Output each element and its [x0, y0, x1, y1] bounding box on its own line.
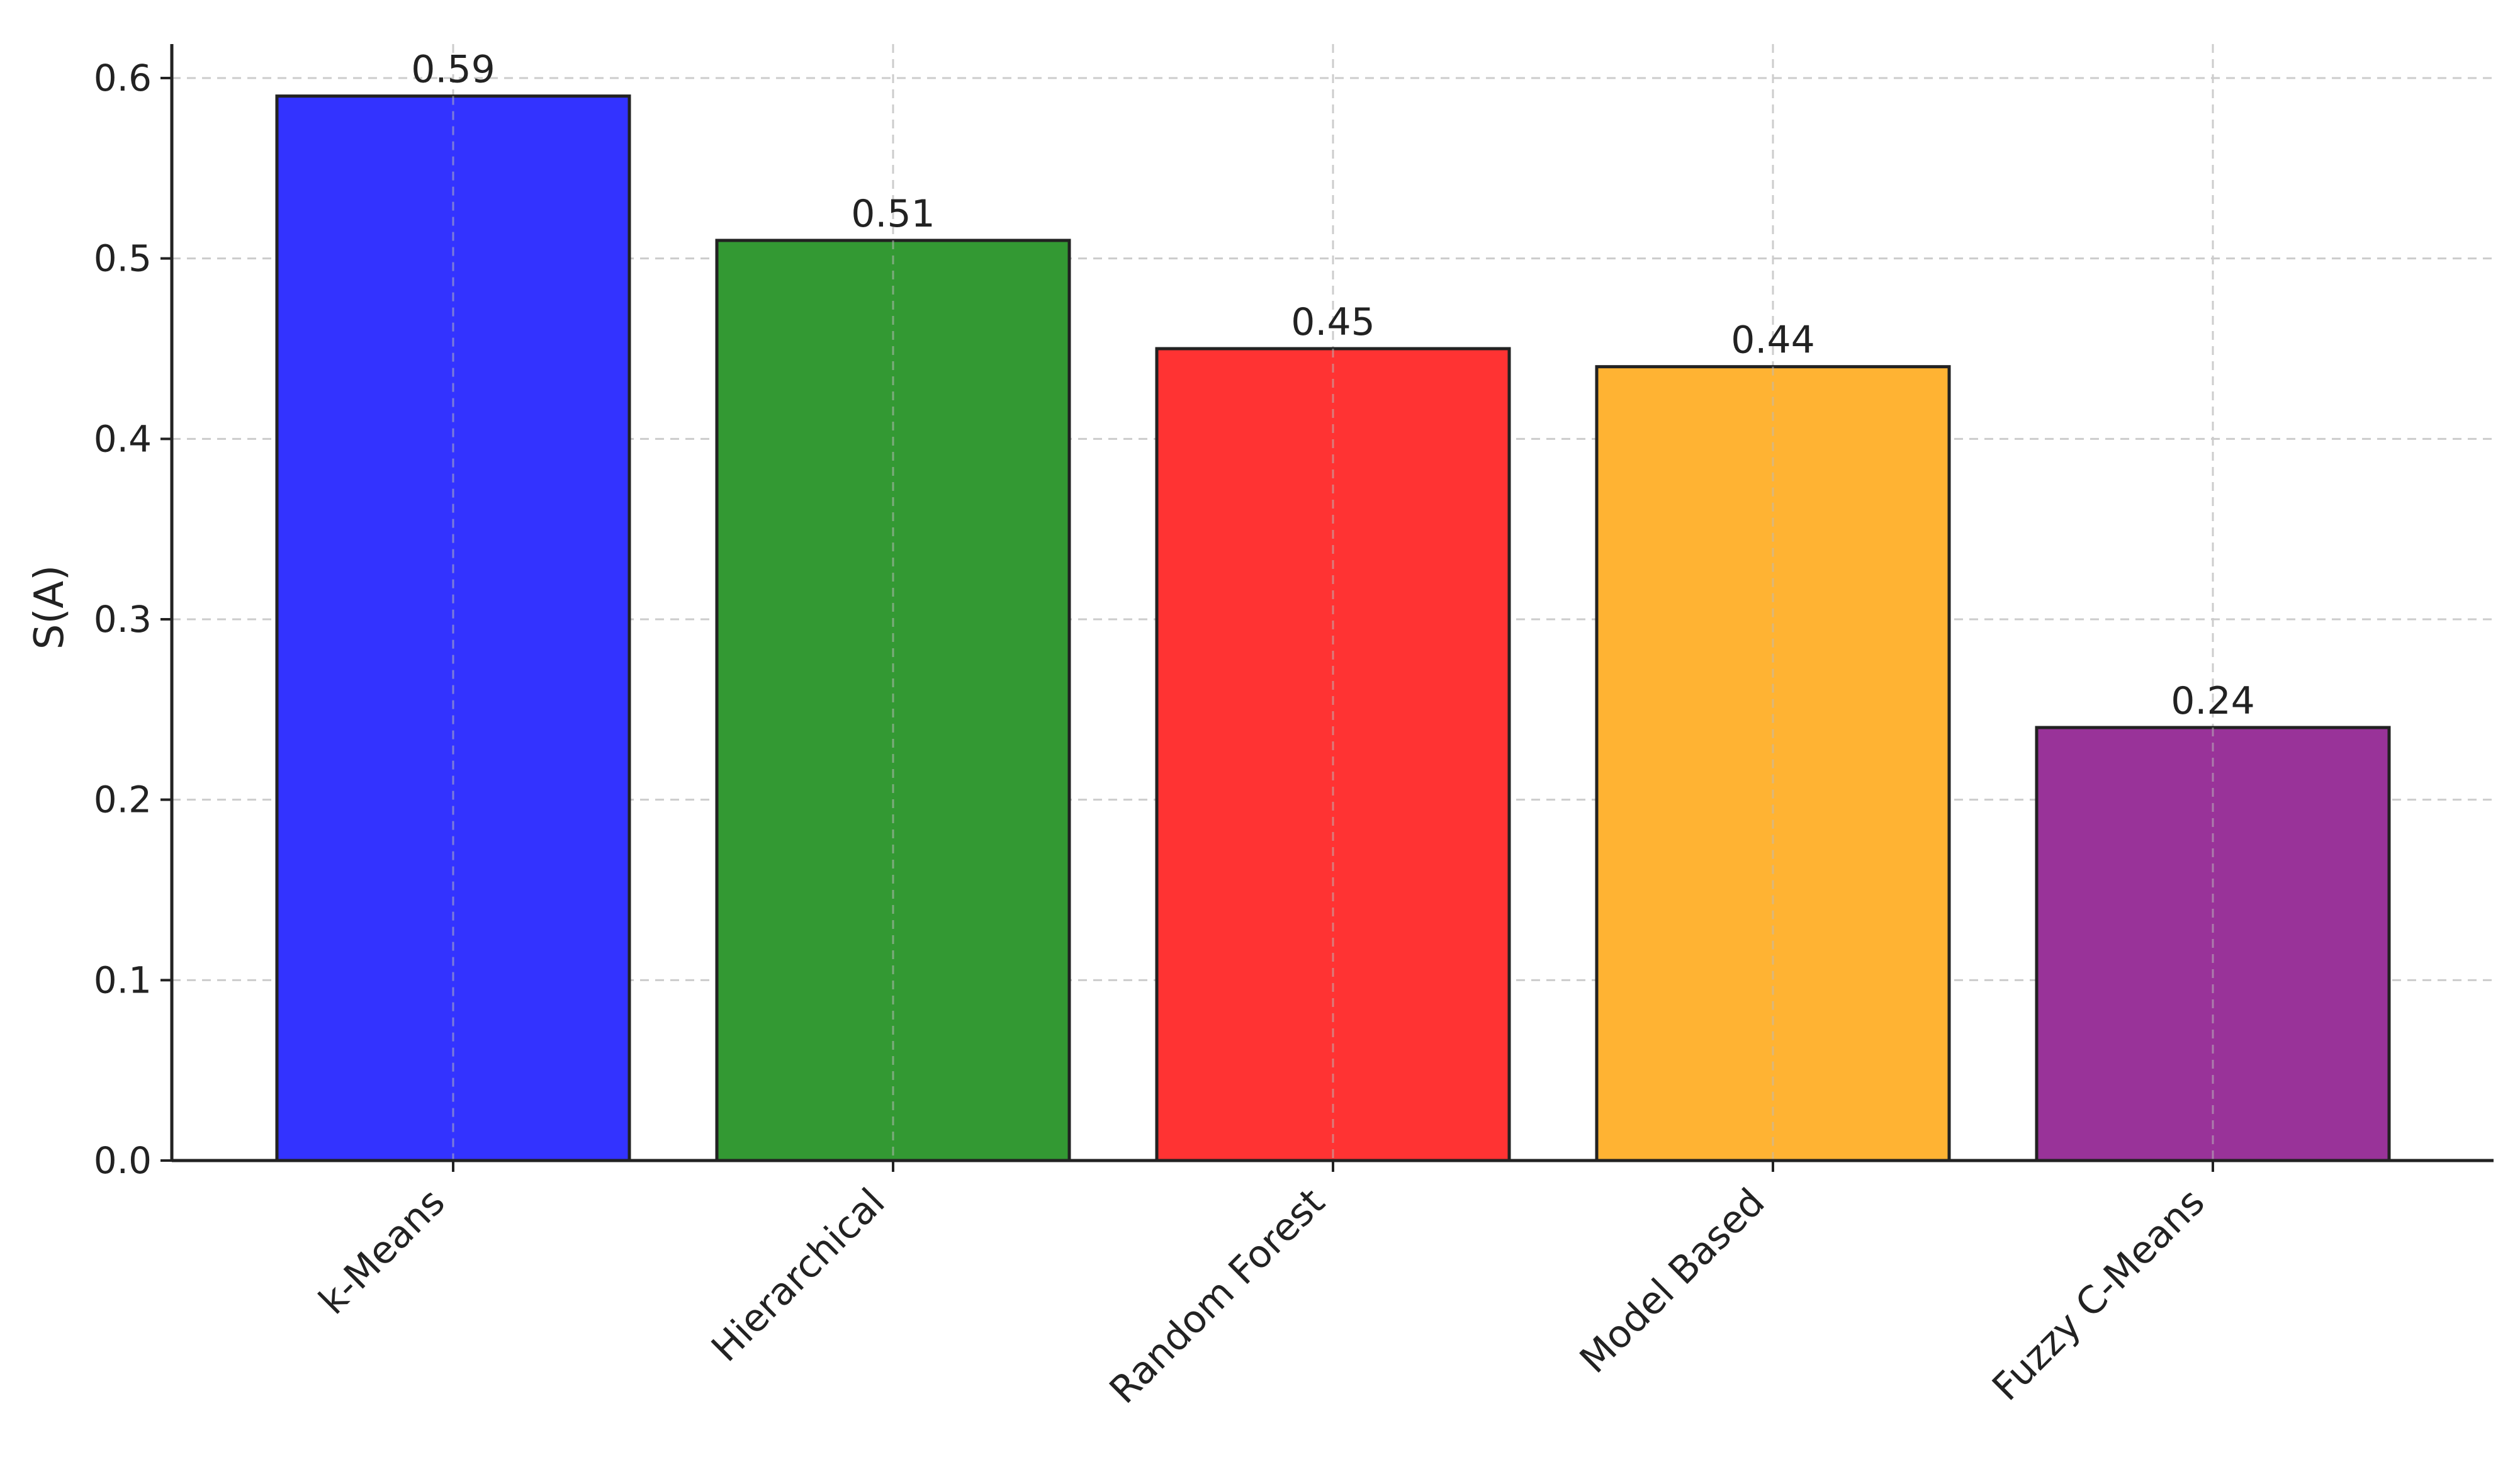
data-label: 0.59 [411, 48, 495, 92]
x-tick-label: Fuzzy C-Means [1984, 1180, 2213, 1409]
x-tick-label: k-Means [311, 1180, 454, 1323]
y-tick-label: 0.2 [94, 779, 152, 821]
data-label: 0.44 [1731, 318, 1815, 363]
data-label: 0.51 [851, 192, 935, 236]
bars [275, 94, 2391, 1162]
y-axis-label: S(A) [26, 565, 73, 649]
x-tick-label: Model Based [1572, 1180, 1774, 1382]
data-label: 0.24 [2171, 679, 2255, 723]
y-tick-label: 0.1 [94, 959, 152, 1001]
y-tick-label: 0.0 [94, 1139, 152, 1182]
x-tick-label: Random Forest [1101, 1180, 1334, 1412]
y-tick-label: 0.5 [94, 237, 152, 280]
y-tick-label: 0.3 [94, 598, 152, 641]
data-label: 0.45 [1291, 300, 1375, 344]
y-tick-label: 0.6 [94, 57, 152, 99]
y-tick-label: 0.4 [94, 417, 152, 460]
axes [160, 44, 2494, 1172]
x-tick-label: Hierarchical [703, 1180, 893, 1370]
